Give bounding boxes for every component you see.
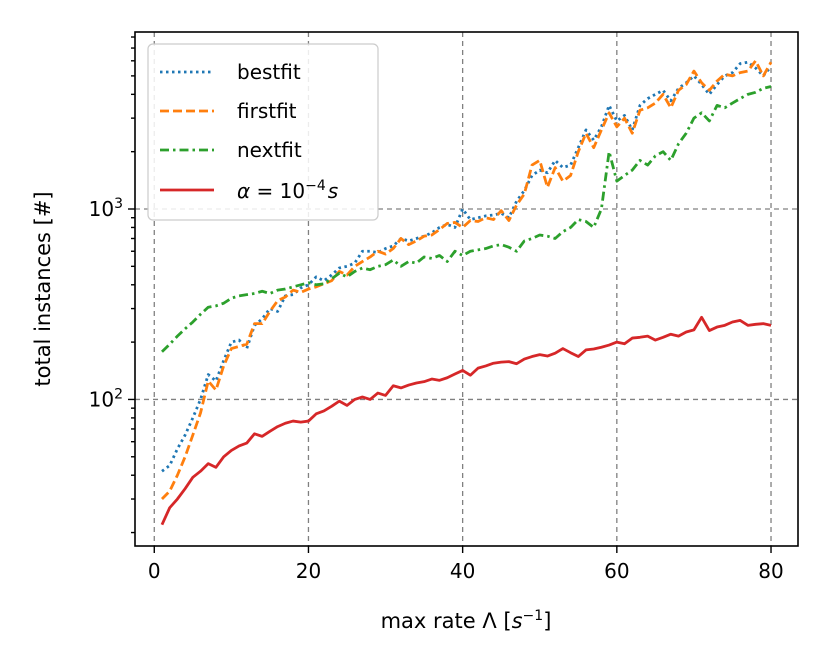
x-axis-label: max rate Λ [s−1] [381,608,552,633]
legend-box [147,43,379,221]
y-tick-label: 103 [89,196,123,221]
legend: bestfit firstfit nextfit α = 10−4 s [147,43,379,221]
axis-ticks: 0 20 40 60 80 102 103 [89,36,784,583]
x-tick-label: 20 [296,559,321,583]
legend-label-nextfit: nextfit [237,138,302,162]
series-line-3 [160,315,772,526]
legend-label-alpha: α = 10−4 s [237,178,338,203]
x-tick-label: 60 [604,559,629,583]
legend-label-bestfit: bestfit [237,60,301,84]
series-line-0 [161,60,773,473]
series-line-1 [160,59,773,500]
y-axis-label: total instances [#] [31,191,55,386]
plot-frame [134,31,799,547]
series-line-2 [161,85,772,353]
y-tick-label: 102 [89,386,123,411]
series-lines [160,59,773,526]
x-tick-label: 0 [148,559,161,583]
x-tick-label: 80 [758,559,783,583]
x-tick-label: 40 [450,559,475,583]
legend-label-firstfit: firstfit [237,99,297,123]
